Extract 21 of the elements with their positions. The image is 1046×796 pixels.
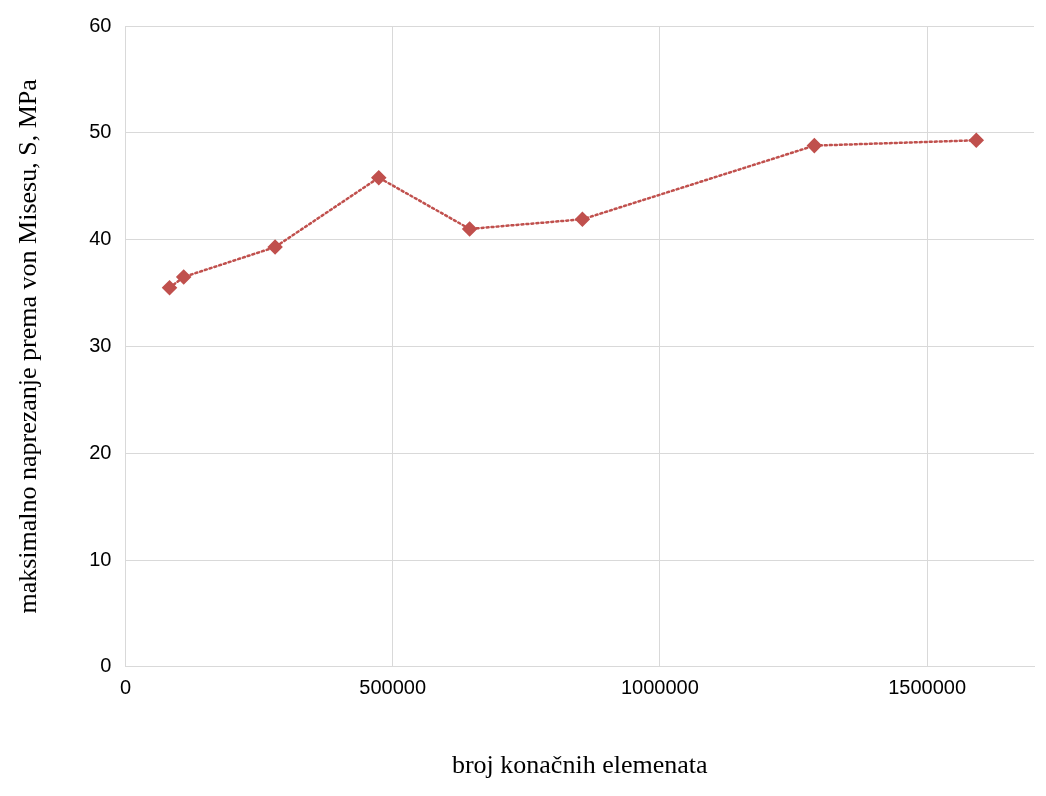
x-tick-label: 500000	[359, 676, 427, 699]
x-axis-title: broj konačnih elemenata	[451, 750, 708, 780]
x-tick-label: 1500000	[888, 676, 967, 699]
y-tick-label: 10	[89, 547, 112, 570]
x-tick-label: 1000000	[620, 676, 699, 699]
y-tick-label: 0	[100, 654, 112, 677]
y-tick-label: 50	[89, 120, 112, 143]
y-tick-label: 60	[89, 13, 112, 36]
point	[371, 170, 387, 185]
point	[807, 138, 822, 153]
point	[575, 212, 590, 227]
point	[462, 221, 477, 237]
y-axis-title: maksimalno naprezanje prema von Misesu, S, MPa	[13, 78, 43, 614]
point	[267, 239, 283, 255]
x-tick-label: 0	[119, 676, 132, 699]
y-tick-label: 20	[89, 440, 112, 463]
y-tick-label: 30	[89, 333, 112, 356]
y-tick-label: 40	[89, 227, 112, 250]
point	[969, 133, 984, 148]
point	[162, 280, 177, 295]
point	[176, 269, 191, 285]
